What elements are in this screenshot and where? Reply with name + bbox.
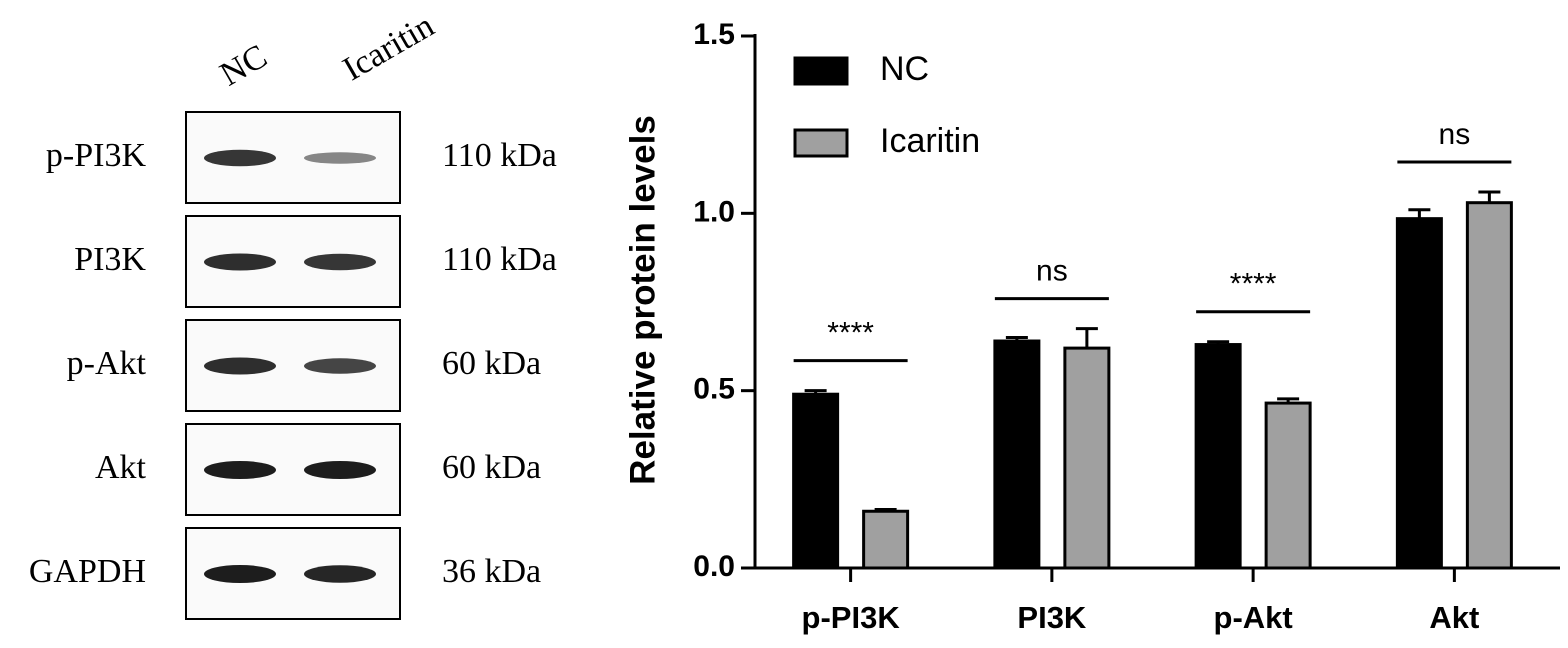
bar: [1465, 201, 1513, 570]
error-bar: [1478, 190, 1501, 203]
error-bar: [1277, 397, 1300, 404]
bar: [993, 339, 1041, 570]
band: [204, 565, 276, 583]
protein-label: PI3K: [74, 241, 146, 278]
size-label: 110 kDa: [442, 241, 557, 278]
bar: [792, 392, 840, 570]
bar: [1395, 217, 1443, 570]
x-tick-label: p-Akt: [1214, 600, 1293, 635]
y-tick-label: 1.0: [693, 195, 735, 228]
y-tick-label: 0.5: [693, 373, 735, 406]
legend-swatch: [793, 56, 849, 86]
legend-label: NC: [880, 50, 929, 88]
band: [204, 357, 276, 375]
y-axis-label: Relative protein levels: [623, 115, 662, 485]
error-bar: [1207, 340, 1230, 345]
error-bar: [1005, 335, 1028, 342]
band: [304, 461, 376, 479]
size-label: 110 kDa: [442, 137, 557, 174]
bar: [862, 509, 910, 570]
significance-label: ****: [1230, 268, 1277, 301]
x-tick-label: p-PI3K: [802, 600, 901, 635]
significance-label: ns: [1439, 118, 1471, 151]
protein-label: p-PI3K: [46, 137, 147, 174]
size-label: 36 kDa: [442, 553, 541, 590]
y-tick-label: 1.5: [693, 18, 735, 51]
error-bar: [804, 389, 827, 395]
band: [304, 358, 376, 374]
protein-label: Akt: [95, 449, 147, 486]
error-bar: [1408, 208, 1431, 219]
size-label: 60 kDa: [442, 345, 541, 382]
band: [304, 253, 376, 271]
protein-label: GAPDH: [29, 553, 146, 590]
band: [204, 149, 276, 167]
lane-label: Icaritin: [337, 7, 441, 88]
significance-label: ****: [827, 317, 874, 350]
bar: [1063, 346, 1111, 570]
error-bar: [1075, 327, 1098, 349]
error-bar: [874, 507, 897, 512]
legend-swatch: [793, 128, 849, 158]
protein-label: p-Akt: [67, 345, 147, 382]
x-tick-label: Akt: [1429, 600, 1479, 635]
significance-label: ns: [1036, 255, 1068, 288]
bar: [1194, 343, 1242, 570]
y-tick-label: 0.0: [693, 550, 735, 583]
legend-label: Icaritin: [880, 122, 980, 160]
bar: [1264, 401, 1312, 570]
band: [304, 565, 376, 583]
x-tick-label: PI3K: [1017, 600, 1087, 635]
band: [204, 461, 276, 479]
size-label: 60 kDa: [442, 449, 541, 486]
band: [204, 253, 276, 271]
band: [304, 152, 376, 164]
lane-label: NC: [214, 38, 273, 94]
